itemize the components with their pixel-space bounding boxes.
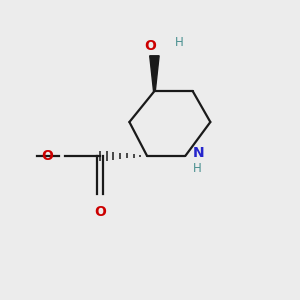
Text: H: H [175,36,184,49]
Text: H: H [193,162,201,175]
Text: N: N [193,146,204,160]
Text: O: O [144,39,156,53]
Text: O: O [94,205,106,219]
Polygon shape [150,56,159,91]
Text: O: O [41,149,53,163]
